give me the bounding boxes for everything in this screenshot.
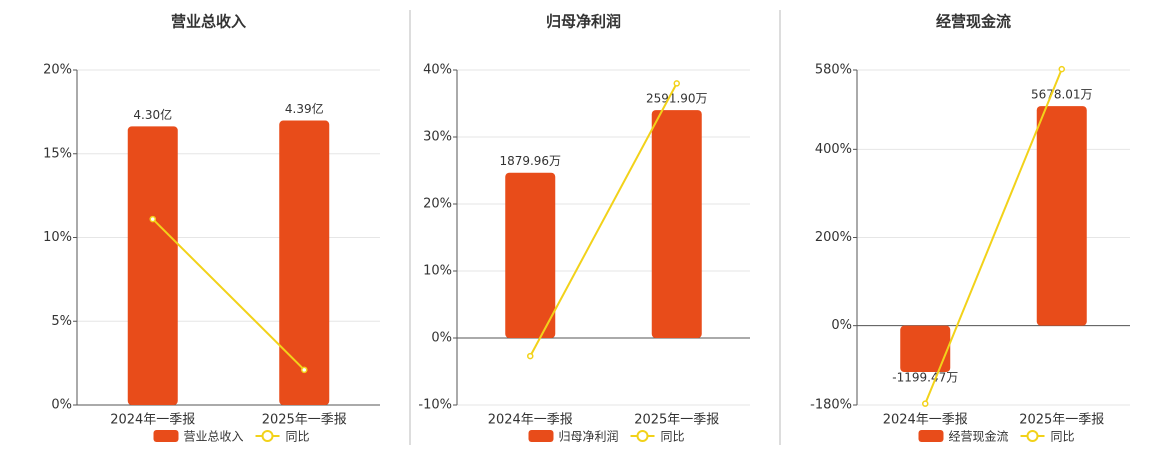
- x-tick-label: 2025年一季报: [262, 413, 347, 428]
- legend-swatch: [153, 430, 179, 442]
- y-tick-label: 0%: [51, 398, 72, 413]
- legend-swatch: [1026, 430, 1039, 442]
- y-tick-label: 10%: [43, 230, 72, 245]
- legend-label: 同比: [661, 430, 685, 444]
- value-label: 4.39亿: [285, 101, 324, 116]
- chart-title: 营业总收入: [171, 13, 246, 31]
- x-tick-label: 2024年一季报: [110, 413, 195, 428]
- y-tick-label: 20%: [423, 197, 452, 212]
- y-tick-label: 400%: [815, 142, 852, 157]
- y-tick-label: 40%: [423, 63, 452, 78]
- bar: [279, 120, 330, 405]
- line-point: [527, 352, 534, 360]
- line: [152, 218, 305, 371]
- legend-label: 营业总收入: [184, 430, 244, 444]
- legend-swatch: [636, 430, 649, 442]
- y-tick-label: 10%: [423, 264, 452, 279]
- value-label: -1199.47万: [892, 371, 958, 385]
- line-point: [149, 215, 156, 223]
- chart-title: 经营现金流: [936, 13, 1011, 31]
- legend-label: 同比: [286, 430, 310, 444]
- x-tick-label: 2025年一季报: [634, 413, 719, 428]
- legend-label: 经营现金流: [949, 429, 1009, 444]
- x-tick-label: 2024年一季报: [488, 413, 573, 428]
- y-tick-label: 200%: [815, 230, 852, 245]
- legend-swatch: [918, 430, 944, 442]
- x-tick-label: 2025年一季报: [1019, 413, 1104, 428]
- y-tick-label: 15%: [43, 146, 72, 161]
- line: [529, 82, 678, 357]
- y-tick-label: 20%: [43, 63, 72, 78]
- bar: [1036, 106, 1087, 326]
- legend-label: 归母净利润: [559, 430, 619, 444]
- line: [924, 68, 1063, 405]
- value-label: 1879.96万: [499, 154, 561, 168]
- chart-title: 归母净利润: [546, 13, 621, 31]
- value-label: 4.30亿: [133, 107, 172, 122]
- legend-label: 同比: [1051, 430, 1075, 444]
- bar: [900, 325, 951, 373]
- value-label: 2591.90万: [646, 92, 708, 106]
- line-point: [922, 400, 929, 407]
- y-tick-label: 5%: [51, 314, 72, 329]
- y-tick-label: 30%: [423, 130, 452, 145]
- y-tick-label: 580%: [815, 63, 852, 78]
- y-tick-label: -180%: [810, 398, 852, 413]
- bar: [651, 110, 702, 339]
- x-tick-label: 2024年一季报: [883, 413, 968, 428]
- legend-swatch: [261, 430, 274, 442]
- bar: [127, 126, 178, 406]
- value-label: 5678.01万: [1031, 88, 1093, 102]
- legend-swatch: [528, 430, 554, 442]
- y-tick-label: 0%: [431, 331, 452, 346]
- bar: [505, 172, 556, 338]
- line-point: [301, 366, 308, 374]
- y-tick-label: -10%: [418, 398, 452, 413]
- line-point: [673, 80, 680, 87]
- line-point: [1058, 65, 1065, 73]
- y-tick-label: 0%: [831, 318, 852, 333]
